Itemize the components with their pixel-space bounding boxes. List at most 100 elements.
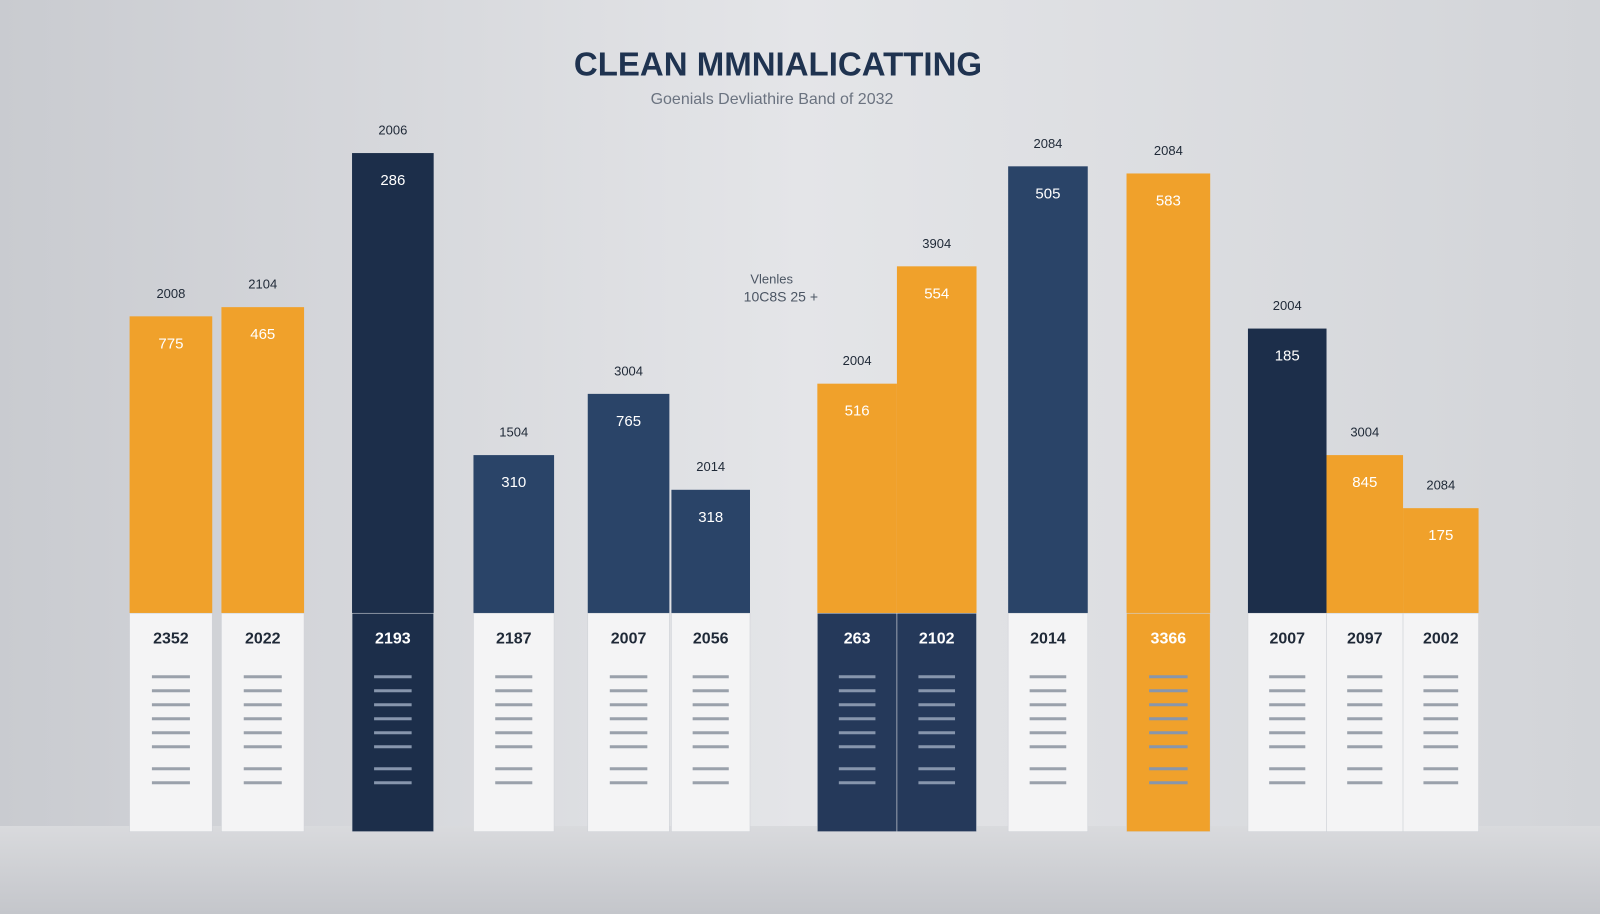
table-line [151,717,190,721]
table-line [609,689,648,693]
table-line [495,717,533,721]
value-label: 554 [924,285,949,302]
x-tick-label: 2352 [153,630,189,647]
table-line [692,717,729,721]
table-line [692,689,729,693]
table-line [838,717,876,721]
table-line [692,731,729,735]
table-line [1029,689,1067,693]
value-label: 516 [845,403,870,420]
table-line [151,675,190,679]
bar-table [1126,612,1211,832]
table-line [918,731,956,735]
bar-top-label: 2014 [696,459,725,474]
table-line [609,745,648,749]
table-line [1149,689,1188,693]
value-label: 286 [380,172,405,189]
table-line [1149,717,1188,721]
table-line [1029,767,1067,771]
table-line [151,767,190,771]
table-line [1423,731,1459,735]
table-line [243,675,282,679]
value-label: 845 [1352,474,1377,491]
table-line [495,767,533,771]
bar-table [587,612,670,832]
bar [896,266,977,614]
bar [352,153,434,614]
bar-table [896,612,977,832]
bar-top-label: 3904 [922,236,951,251]
table-line [609,717,648,721]
table-line [243,731,282,735]
table-line [243,689,282,693]
table-line [1347,717,1383,721]
table-line [1269,781,1306,785]
table-line [1149,731,1188,735]
table-line [243,781,282,785]
table-line [151,781,190,785]
table-line [1347,767,1383,771]
table-line [918,703,956,707]
annotation: Vlenles [750,271,793,286]
table-line [374,689,412,693]
value-label: 318 [698,509,723,526]
table-line [1269,745,1306,749]
chart-title: CLEAN MMNIALICATTING [574,46,982,83]
value-label: 185 [1275,348,1300,365]
bar-table [671,612,751,832]
bar-table [1402,612,1479,832]
x-tick-label: 2187 [496,630,532,647]
table-line [918,745,956,749]
table-line [243,745,282,749]
table-line [1423,689,1459,693]
table-line [1423,781,1459,785]
floor [0,826,1600,914]
table-line [838,689,876,693]
bar-top-label: 2084 [1426,478,1455,493]
x-tick-label: 2007 [1269,630,1305,647]
table-line [838,781,876,785]
table-line [838,767,876,771]
table-line [838,675,876,679]
bar [1326,455,1404,614]
table-line [1347,731,1383,735]
table-line [692,767,729,771]
x-tick-label: 2014 [1030,630,1066,647]
table-line [918,781,956,785]
table-line [918,689,956,693]
bar-top-label: 2008 [156,286,185,301]
table-line [243,703,282,707]
table-line [495,745,533,749]
table-line [1347,703,1383,707]
table-line [1029,781,1067,785]
table-line [151,731,190,735]
table-line [838,731,876,735]
table-line [609,675,648,679]
table-line [374,717,412,721]
table-line [1029,675,1067,679]
bar [671,489,750,614]
table-line [692,675,729,679]
x-tick-label: 2007 [611,630,647,647]
bar-top-label: 3004 [1350,425,1379,440]
table-line [1269,731,1306,735]
table-line [151,689,190,693]
table-line [1423,717,1459,721]
bar-table [221,612,305,832]
bar [817,383,897,614]
table-line [1269,717,1306,721]
table-line [1269,675,1306,679]
table-line [609,767,648,771]
x-tick-label: 3366 [1151,630,1187,647]
bar [1403,508,1479,614]
table-line [495,781,533,785]
value-label: 175 [1428,527,1453,544]
table-line [1029,703,1067,707]
table-line [374,731,412,735]
table-line [151,745,190,749]
table-line [1149,781,1188,785]
table-line [374,745,412,749]
table-line [374,703,412,707]
bar [473,455,555,614]
